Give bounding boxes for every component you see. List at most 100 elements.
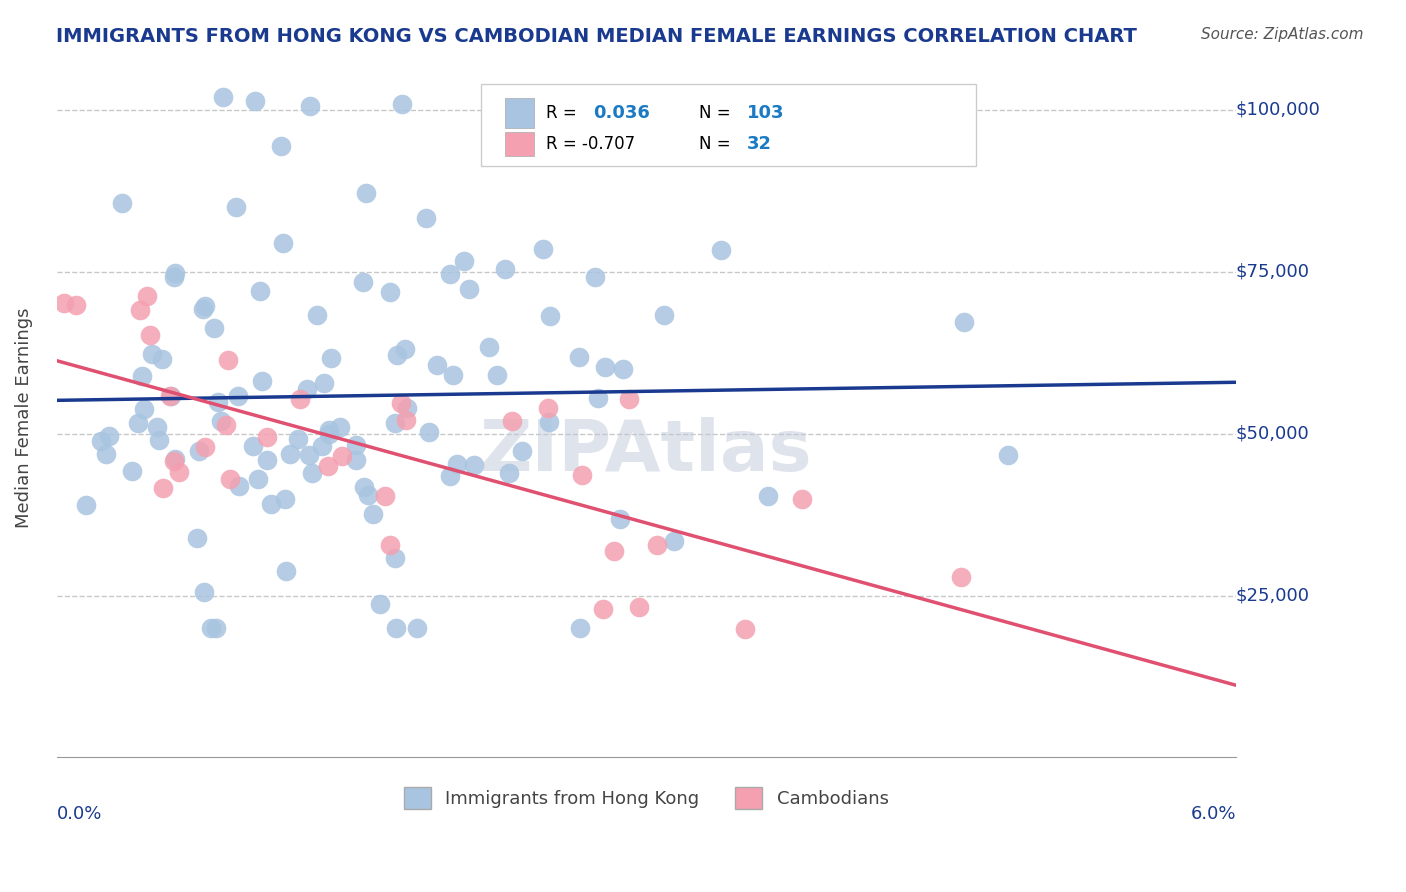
Point	[98, 429, 121, 443]
Point	[389, 396, 412, 410]
Point	[583, 270, 606, 285]
Point	[228, 479, 250, 493]
Point	[226, 390, 249, 404]
Point	[159, 389, 181, 403]
Point	[353, 480, 375, 494]
Point	[426, 358, 449, 372]
Bar	[505, 132, 534, 155]
Point	[603, 544, 626, 558]
Point	[378, 285, 401, 300]
Point	[485, 368, 508, 383]
Text: ZIPAtlas: ZIPAtlas	[479, 417, 813, 486]
Point	[627, 599, 650, 614]
Point	[330, 449, 353, 463]
Point	[256, 429, 278, 443]
Text: 0.036: 0.036	[593, 103, 650, 122]
Point	[318, 426, 340, 441]
Point	[321, 351, 343, 366]
Point	[352, 276, 374, 290]
Point	[368, 597, 391, 611]
Point	[314, 376, 336, 390]
Point	[612, 361, 634, 376]
Point	[361, 507, 384, 521]
Point	[311, 439, 333, 453]
Point	[270, 138, 292, 153]
Point	[318, 423, 340, 437]
Point	[205, 621, 228, 635]
Point	[246, 472, 269, 486]
Point	[645, 537, 668, 551]
Point	[301, 466, 323, 480]
Point	[494, 261, 516, 276]
Point	[384, 551, 406, 566]
Point	[287, 432, 309, 446]
Point	[278, 446, 301, 460]
Point	[186, 531, 208, 545]
Point	[193, 584, 215, 599]
Point	[498, 466, 520, 480]
Point	[568, 350, 591, 364]
Point	[344, 438, 367, 452]
Point	[274, 564, 297, 578]
Point	[152, 481, 174, 495]
Point	[121, 464, 143, 478]
Point	[394, 342, 416, 356]
Point	[305, 308, 328, 322]
Y-axis label: Median Female Earnings: Median Female Earnings	[15, 307, 32, 528]
Point	[463, 458, 485, 472]
Point	[792, 492, 814, 507]
Point	[252, 374, 274, 388]
Point	[188, 443, 211, 458]
Point	[217, 352, 239, 367]
Point	[478, 341, 501, 355]
Point	[134, 402, 156, 417]
Point	[288, 392, 311, 407]
Point	[256, 453, 278, 467]
Text: IMMIGRANTS FROM HONG KONG VS CAMBODIAN MEDIAN FEMALE EARNINGS CORRELATION CHART: IMMIGRANTS FROM HONG KONG VS CAMBODIAN M…	[56, 27, 1137, 45]
Point	[415, 211, 437, 225]
Point	[215, 418, 238, 433]
Point	[165, 266, 187, 280]
Text: $50,000: $50,000	[1236, 425, 1309, 442]
Point	[148, 433, 170, 447]
Point	[129, 302, 152, 317]
Point	[571, 468, 593, 483]
Text: 6.0%: 6.0%	[1191, 805, 1236, 823]
Point	[710, 244, 733, 258]
Point	[374, 489, 396, 503]
Point	[441, 368, 464, 382]
Point	[159, 389, 181, 403]
Text: N =: N =	[699, 135, 731, 153]
Point	[127, 416, 149, 430]
Point	[225, 200, 247, 214]
Point	[242, 439, 264, 453]
Point	[219, 471, 242, 485]
Point	[997, 448, 1019, 462]
Point	[65, 298, 87, 312]
Point	[395, 412, 418, 426]
Point	[249, 284, 271, 298]
Point	[295, 382, 318, 396]
Point	[654, 308, 676, 322]
Point	[385, 348, 408, 362]
Point	[439, 469, 461, 483]
Point	[609, 511, 631, 525]
Text: Source: ZipAtlas.com: Source: ZipAtlas.com	[1201, 27, 1364, 42]
Point	[380, 538, 402, 552]
Point	[950, 570, 973, 584]
Point	[588, 391, 610, 405]
Text: N =: N =	[699, 103, 731, 122]
Point	[418, 425, 440, 439]
Point	[209, 414, 232, 428]
Point	[163, 453, 186, 467]
Point	[90, 434, 112, 449]
Point	[271, 236, 294, 251]
Point	[446, 457, 468, 471]
Text: $25,000: $25,000	[1236, 587, 1310, 605]
Text: 32: 32	[747, 135, 772, 153]
Point	[734, 622, 756, 636]
Point	[357, 488, 380, 502]
Point	[191, 302, 214, 317]
Point	[298, 448, 321, 462]
Point	[167, 465, 190, 479]
